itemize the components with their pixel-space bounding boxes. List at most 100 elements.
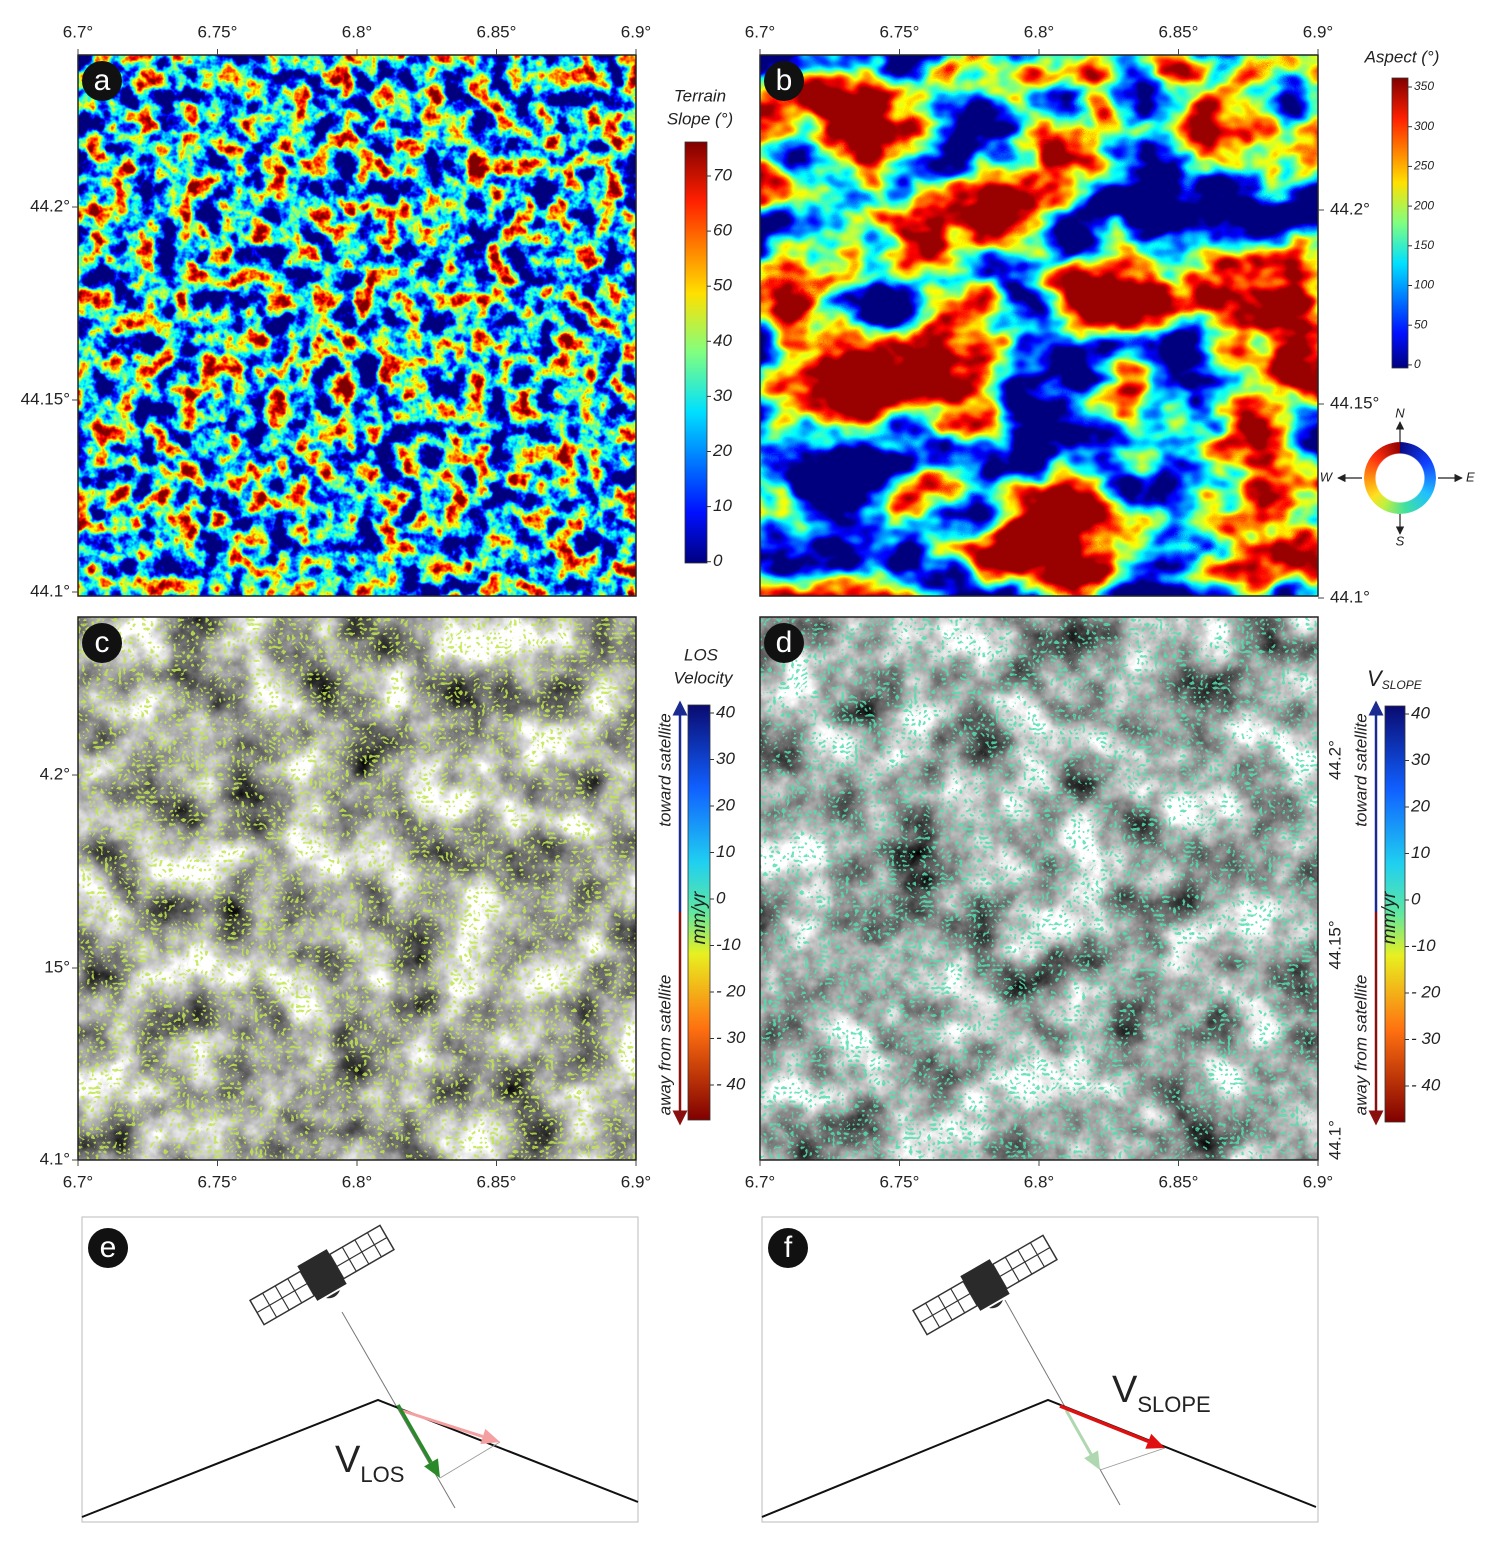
y-tick-label: 44.1°: [1325, 1120, 1344, 1160]
panel-badge: [764, 623, 804, 663]
colorbar-tick-label: - 30: [716, 1028, 746, 1047]
panel-badge: [88, 1228, 128, 1268]
colorbar-title: LOS: [684, 645, 719, 664]
line-of-sight: [1004, 1299, 1121, 1506]
panel-badge: [82, 61, 122, 101]
y-tick-label: 44.1°: [1330, 587, 1370, 606]
colorbar-tick-label: 60: [713, 221, 732, 240]
aspect-map: [760, 55, 1318, 596]
x-tick-label: 6.85°: [1159, 1172, 1199, 1191]
y-tick-label: 4.1°: [40, 1149, 70, 1168]
colorbar-tick-label: - 20: [1411, 982, 1441, 1001]
faint-vector: [1064, 1409, 1093, 1456]
colorbar-tick-label: 40: [716, 702, 735, 721]
colorbar: [684, 141, 708, 564]
projection-line: [439, 1441, 501, 1479]
x-tick-label: 6.9°: [621, 1172, 651, 1191]
x-tick-label: 6.9°: [1303, 1172, 1333, 1191]
colorbar-tick-label: 30: [1411, 750, 1430, 769]
direction-label: away from satellite: [655, 975, 674, 1116]
velocity-points: [760, 617, 1318, 1160]
panel-badge: [764, 61, 804, 101]
y-tick-label: 44.15°: [21, 389, 70, 408]
compass-label: E: [1466, 469, 1475, 484]
x-tick-label: 6.7°: [63, 22, 93, 41]
colorbar-tick-label: 250: [1413, 159, 1434, 173]
x-tick-label: 6.9°: [621, 22, 651, 41]
x-tick-label: 6.85°: [1159, 22, 1199, 41]
colorbar-tick-label: 20: [715, 795, 735, 814]
y-tick-label: 44.2°: [1325, 740, 1344, 780]
colorbar-tick-label: 10: [713, 496, 732, 515]
compass-label: W: [1320, 469, 1334, 484]
colorbar-tick-label: 0: [1414, 357, 1421, 371]
faint-vector: [399, 1408, 484, 1438]
colorbar-tick-label: 30: [713, 386, 732, 405]
compass-label: N: [1395, 405, 1405, 420]
colorbar-tick-label: -10: [716, 935, 741, 954]
colorbar-tick-label: 40: [1411, 703, 1430, 722]
slope-profile: [81, 1398, 639, 1518]
colorbar-title: Velocity: [674, 668, 734, 687]
y-tick-label: 44.15°: [1330, 393, 1379, 412]
x-tick-label: 6.85°: [477, 22, 517, 41]
vector-label: VSLOPE: [1112, 1369, 1211, 1417]
x-tick-label: 6.75°: [198, 22, 238, 41]
y-tick-label: 44.2°: [1330, 199, 1370, 218]
x-tick-label: 6.7°: [745, 22, 775, 41]
colorbar-tick-label: 0: [713, 551, 723, 570]
colorbar-tick-label: 20: [712, 441, 732, 460]
colorbar-tick-label: 30: [716, 749, 735, 768]
x-tick-label: 6.9°: [1303, 22, 1333, 41]
colorbar-tick-label: 0: [716, 888, 726, 907]
velocity-vector-head: [424, 1458, 440, 1478]
x-tick-label: 6.7°: [745, 1172, 775, 1191]
aspect-compass-ring: [1364, 442, 1436, 514]
colorbar-tick-label: 0: [1411, 889, 1421, 908]
colorbar-tick-label: 150: [1414, 238, 1434, 252]
colorbar-tick-label: 10: [716, 842, 735, 861]
colorbar-tick-label: 50: [713, 276, 732, 295]
x-tick-label: 6.8°: [342, 1172, 372, 1191]
faint-vector-head: [1084, 1450, 1100, 1470]
y-tick-label: 44.15°: [1325, 920, 1344, 969]
x-tick-label: 6.75°: [880, 22, 920, 41]
colorbar-tick-label: 100: [1414, 278, 1434, 292]
colorbar-tick-label: 200: [1413, 198, 1434, 212]
colorbar-tick-label: - 40: [716, 1074, 746, 1093]
colorbar: [1384, 705, 1406, 1123]
y-tick-label: 44.2°: [30, 196, 70, 215]
colorbar: [1391, 77, 1409, 369]
panel-letter: d: [776, 626, 793, 659]
vector-main: V: [335, 1439, 361, 1481]
x-tick-label: 6.75°: [198, 1172, 238, 1191]
unit-label: mm/yr: [689, 891, 710, 944]
velocity-vector: [1059, 1404, 1149, 1443]
direction-label: toward satellite: [1351, 713, 1370, 826]
direction-label: away from satellite: [1351, 975, 1370, 1116]
colorbar-tick-label: - 30: [1411, 1029, 1441, 1048]
panel-badge: [82, 623, 122, 663]
panel-letter: c: [95, 626, 110, 659]
velocity-vector: [396, 1404, 433, 1464]
colorbar-tick-label: 300: [1414, 119, 1434, 133]
colorbar-tick-label: 40: [713, 331, 732, 350]
title-main: V: [1367, 666, 1384, 691]
x-tick-label: 6.8°: [1024, 1172, 1054, 1191]
colorbar-tick-label: - 40: [1411, 1075, 1441, 1094]
vector-main: V: [1112, 1369, 1138, 1411]
colorbar-tick-label: 70: [713, 165, 732, 184]
colorbar-title: Terrain: [674, 86, 726, 105]
unit-label: mm/yr: [1379, 891, 1400, 944]
direction-label: toward satellite: [655, 713, 674, 826]
compass-label: S: [1396, 533, 1405, 548]
colorbar-tick-label: -10: [1411, 936, 1436, 955]
y-tick-label: 44.1°: [30, 581, 70, 600]
colorbar-title: Slope (°): [667, 109, 733, 128]
slope-map: [78, 55, 636, 596]
x-tick-label: 6.8°: [342, 22, 372, 41]
panel-letter: b: [776, 64, 793, 97]
title-sub: SLOPE: [1382, 678, 1423, 692]
